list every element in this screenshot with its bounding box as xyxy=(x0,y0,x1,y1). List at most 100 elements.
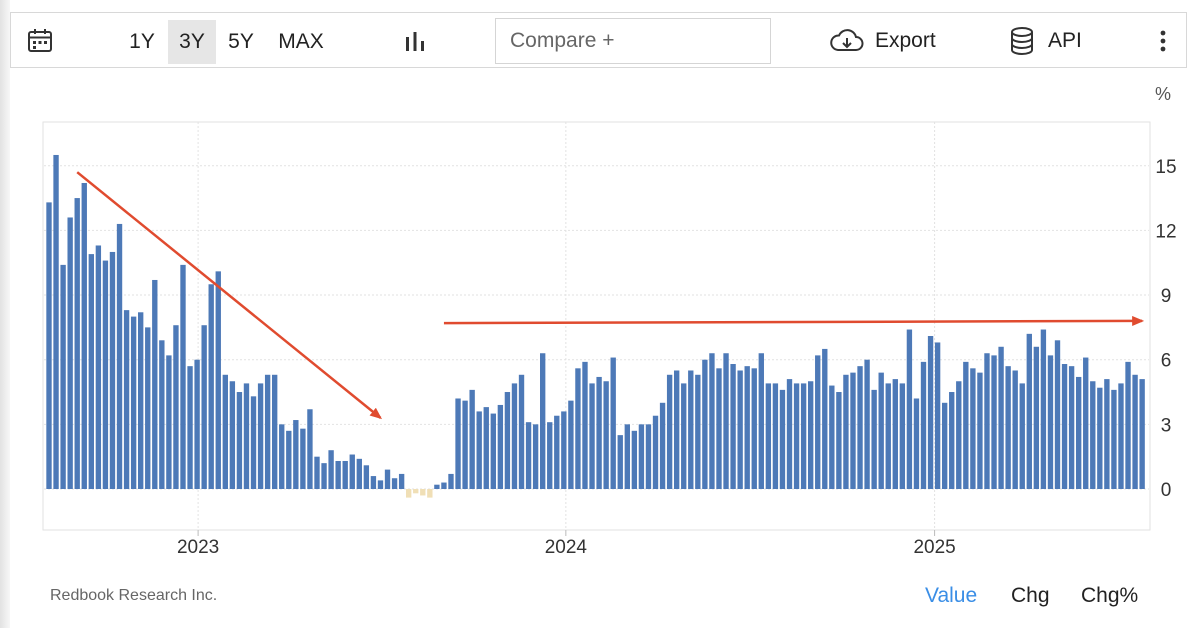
bar xyxy=(561,411,567,489)
bar xyxy=(603,381,609,489)
bar xyxy=(208,284,214,489)
bar xyxy=(1111,389,1117,489)
bar xyxy=(941,402,948,489)
range-3y-button[interactable]: 3Y xyxy=(168,20,216,64)
bar xyxy=(377,480,384,489)
bar xyxy=(737,370,743,489)
export-label: Export xyxy=(875,29,936,52)
bar xyxy=(46,202,52,489)
bar xyxy=(977,372,983,489)
bar xyxy=(250,396,257,489)
bar xyxy=(652,415,659,489)
range-1y-button[interactable]: 1Y xyxy=(129,30,155,53)
y-axis-unit: % xyxy=(1155,84,1172,104)
bar xyxy=(420,489,426,496)
bar xyxy=(1083,357,1089,489)
bar xyxy=(257,383,264,489)
y-tick-label: 0 xyxy=(1161,480,1172,501)
bar xyxy=(913,398,920,489)
bar xyxy=(843,374,849,489)
bar xyxy=(476,411,482,489)
bar xyxy=(406,489,412,498)
x-tick-label: 2024 xyxy=(545,537,588,558)
bar xyxy=(173,325,179,489)
bar xyxy=(349,454,355,489)
bar xyxy=(166,355,172,489)
export-button[interactable]: Export xyxy=(829,26,936,56)
bar xyxy=(427,489,433,498)
api-label: API xyxy=(1048,29,1082,52)
bar xyxy=(751,368,757,489)
database-icon xyxy=(1011,27,1033,55)
bar xyxy=(67,217,73,489)
tab-value[interactable]: Value xyxy=(925,584,978,607)
bar-chart-icon[interactable] xyxy=(401,27,429,55)
bar xyxy=(1125,361,1131,489)
bar xyxy=(243,383,250,489)
plot-frame xyxy=(42,121,1151,531)
bar xyxy=(434,484,440,489)
bar xyxy=(123,310,130,489)
bar xyxy=(525,422,532,489)
bar xyxy=(1033,346,1040,489)
bar xyxy=(582,361,588,489)
bar xyxy=(547,422,553,489)
bar xyxy=(279,424,285,489)
bar xyxy=(631,430,638,489)
bar xyxy=(1054,340,1061,489)
bar xyxy=(194,359,200,489)
bar xyxy=(793,383,800,489)
bar xyxy=(462,400,468,489)
tab-chg[interactable]: Chg xyxy=(1011,584,1050,607)
bar xyxy=(363,465,370,489)
bar xyxy=(723,353,729,489)
bar xyxy=(956,381,962,489)
bar xyxy=(624,424,630,489)
bar xyxy=(709,353,715,489)
bar xyxy=(730,364,736,489)
bar xyxy=(596,376,602,489)
bar xyxy=(469,389,475,489)
bar xyxy=(681,383,687,489)
bar xyxy=(991,355,997,489)
bar xyxy=(815,355,821,489)
bar xyxy=(95,245,102,489)
bar xyxy=(497,404,504,489)
vertical-dots-icon[interactable] xyxy=(1153,27,1173,55)
api-button[interactable]: API xyxy=(1009,26,1082,56)
bar xyxy=(215,271,221,489)
calendar-icon[interactable] xyxy=(25,26,55,56)
bar xyxy=(1019,383,1025,489)
bar xyxy=(744,366,750,489)
bar xyxy=(758,353,764,489)
bar xyxy=(53,154,59,489)
bar xyxy=(504,392,511,489)
compare-input[interactable] xyxy=(495,18,771,64)
bar xyxy=(934,342,941,489)
bar xyxy=(645,424,652,489)
bar xyxy=(885,383,891,489)
bar xyxy=(970,368,976,489)
bar xyxy=(984,353,990,489)
y-tick-label: 15 xyxy=(1155,157,1176,178)
y-tick-label: 9 xyxy=(1161,286,1172,307)
range-max-button[interactable]: MAX xyxy=(278,30,324,53)
cloud-download-icon xyxy=(830,29,864,51)
bar xyxy=(483,407,489,489)
bar xyxy=(455,398,461,489)
bar xyxy=(568,400,574,489)
bar xyxy=(1139,379,1145,489)
bar xyxy=(370,476,377,489)
bar xyxy=(511,383,518,489)
bar xyxy=(575,368,581,489)
bar xyxy=(321,463,327,489)
bar xyxy=(145,327,151,490)
range-5y-button[interactable]: 5Y xyxy=(228,30,254,53)
tab-chg-percent[interactable]: Chg% xyxy=(1081,584,1139,607)
y-tick-label: 12 xyxy=(1155,221,1176,242)
bar xyxy=(554,415,560,489)
trend-arrow xyxy=(76,171,383,420)
bar xyxy=(236,392,243,489)
bar xyxy=(314,456,320,489)
bar xyxy=(413,489,419,494)
